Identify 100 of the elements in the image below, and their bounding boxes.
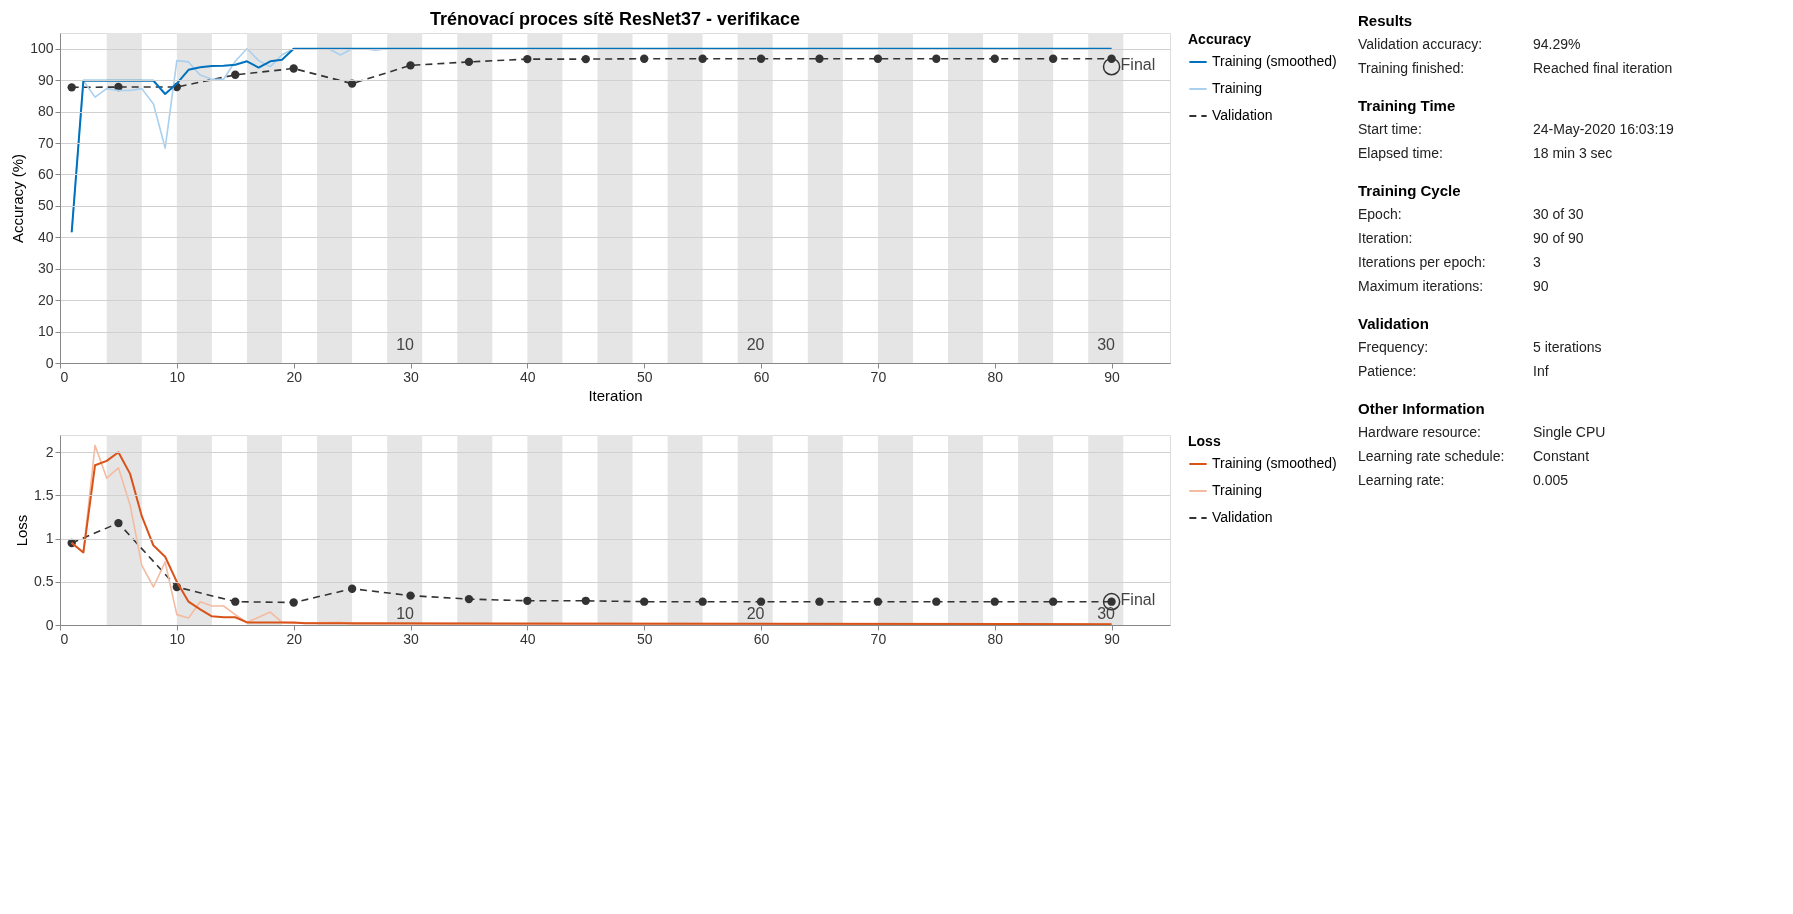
x-tick-label: 0 xyxy=(60,630,69,647)
annotation: 30 xyxy=(1097,336,1116,354)
text: Hardware resource: xyxy=(1358,424,1481,440)
point xyxy=(289,64,298,73)
text: 94.29% xyxy=(1533,36,1581,52)
text: Validation xyxy=(1358,315,1429,332)
y-tick-label: 0 xyxy=(45,616,54,633)
point xyxy=(523,596,532,605)
text: Single CPU xyxy=(1533,424,1606,440)
text: 90 xyxy=(1533,278,1549,294)
point xyxy=(698,54,707,63)
point xyxy=(231,70,240,79)
text: 30 of 30 xyxy=(1533,206,1584,222)
x-tick-label: 10 xyxy=(169,630,186,647)
y-tick-label: 30 xyxy=(37,260,54,277)
text: 18 min 3 sec xyxy=(1533,145,1613,161)
point xyxy=(932,54,941,63)
legend-label: Training (smoothed) xyxy=(1212,455,1337,471)
y-tick-label: 50 xyxy=(37,197,54,214)
y-tick-label: 60 xyxy=(37,165,54,182)
annotation: 20 xyxy=(746,605,765,623)
text: Reached final iteration xyxy=(1533,60,1673,76)
legend-label: Validation xyxy=(1212,509,1273,525)
point xyxy=(67,83,76,92)
point xyxy=(581,54,590,64)
point xyxy=(640,597,649,606)
text: 24-May-2020 16:03:19 xyxy=(1533,121,1675,137)
text: Learning rate: xyxy=(1358,472,1445,488)
x-tick-label: 90 xyxy=(1104,630,1121,647)
x-tick-label: 40 xyxy=(520,368,536,385)
annotation: Final xyxy=(1120,590,1156,608)
line-series xyxy=(70,47,1113,234)
point xyxy=(406,591,415,600)
y-axis-title: Loss xyxy=(13,514,31,547)
y-tick-label: 10 xyxy=(37,323,54,340)
y-axis-title: Accuracy (%) xyxy=(9,153,27,244)
x-tick-label: 70 xyxy=(870,630,887,647)
point xyxy=(523,54,532,64)
text: Maximum iterations: xyxy=(1358,278,1484,294)
text: Results xyxy=(1358,12,1413,29)
x-tick-label: 60 xyxy=(753,368,770,385)
text: 0.005 xyxy=(1533,472,1569,488)
y-tick-label: 80 xyxy=(37,103,54,120)
y-tick-label: 1.5 xyxy=(34,486,54,503)
y-tick-label: 70 xyxy=(37,134,54,151)
x-tick-label: 50 xyxy=(636,630,653,647)
y-tick-label: 90 xyxy=(37,71,54,88)
text: Learning rate schedule: xyxy=(1358,448,1505,464)
text: Frequency: xyxy=(1358,339,1429,355)
text: Epoch: xyxy=(1358,206,1402,222)
point xyxy=(1048,597,1058,606)
text: Training finished: xyxy=(1358,60,1465,76)
x-tick-label: 50 xyxy=(636,368,653,385)
annotation: 20 xyxy=(746,336,765,354)
text: Iterations per epoch: xyxy=(1358,254,1486,270)
text: Start time: xyxy=(1358,121,1422,137)
x-axis-title: Iteration xyxy=(588,386,643,404)
x-tick-label: 90 xyxy=(1104,368,1121,385)
x-tick-label: 30 xyxy=(403,630,420,647)
text: Other Information xyxy=(1358,400,1485,417)
point xyxy=(581,596,590,605)
text: Inf xyxy=(1533,363,1549,379)
x-tick-label: 30 xyxy=(403,368,420,385)
legend-label: Training xyxy=(1212,482,1263,498)
legend-title: Loss xyxy=(1188,433,1221,449)
point xyxy=(990,54,999,63)
legend-label: Training (smoothed) xyxy=(1212,53,1337,69)
point xyxy=(932,597,941,606)
point xyxy=(1107,54,1116,63)
point xyxy=(640,54,649,63)
point xyxy=(873,54,883,63)
point xyxy=(1102,57,1121,76)
text: Training Time xyxy=(1358,97,1456,114)
x-tick-label: 80 xyxy=(987,630,1004,647)
point xyxy=(464,57,474,67)
x-tick-label: 10 xyxy=(169,368,186,385)
text: Training Cycle xyxy=(1358,182,1461,199)
point xyxy=(347,584,357,593)
point xyxy=(756,597,766,606)
point xyxy=(1048,54,1058,63)
y-tick-label: 0 xyxy=(45,354,54,371)
text: 5 iterations xyxy=(1533,339,1602,355)
y-tick-label: 40 xyxy=(37,228,54,245)
annotation: 10 xyxy=(396,605,415,623)
x-tick-label: 40 xyxy=(520,630,536,647)
x-tick-label: 20 xyxy=(286,630,303,647)
text: 90 of 90 xyxy=(1533,230,1584,246)
y-tick-label: 20 xyxy=(37,291,54,308)
y-tick-label: 1 xyxy=(45,530,54,547)
text: Iteration: xyxy=(1358,230,1413,246)
text: 3 xyxy=(1533,254,1541,270)
x-tick-label: 60 xyxy=(753,630,770,647)
annotation: Final xyxy=(1120,55,1156,73)
text: Constant xyxy=(1533,448,1590,464)
annotation: 30 xyxy=(1097,605,1116,623)
point xyxy=(464,594,474,604)
point xyxy=(990,597,999,606)
x-tick-label: 0 xyxy=(60,368,69,385)
annotation: 10 xyxy=(396,336,415,354)
point xyxy=(114,518,123,528)
